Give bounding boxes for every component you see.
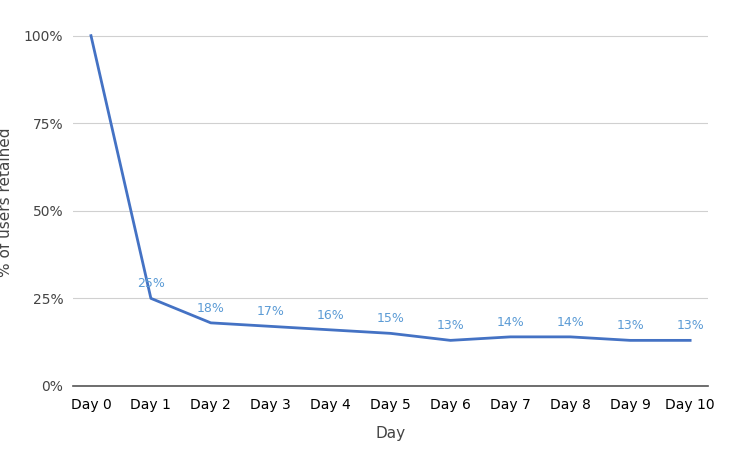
Text: 18%: 18% bbox=[197, 301, 225, 315]
Text: 13%: 13% bbox=[676, 319, 704, 332]
Text: 17%: 17% bbox=[257, 305, 285, 318]
X-axis label: Day: Day bbox=[375, 425, 406, 440]
Text: 13%: 13% bbox=[616, 319, 644, 332]
Text: 15%: 15% bbox=[377, 312, 404, 325]
Text: 14%: 14% bbox=[556, 316, 584, 329]
Text: 13%: 13% bbox=[437, 319, 464, 332]
Y-axis label: % of users retained: % of users retained bbox=[0, 127, 12, 277]
Text: 14%: 14% bbox=[496, 316, 524, 329]
Text: 25%: 25% bbox=[137, 277, 165, 290]
Text: 16%: 16% bbox=[317, 309, 345, 321]
